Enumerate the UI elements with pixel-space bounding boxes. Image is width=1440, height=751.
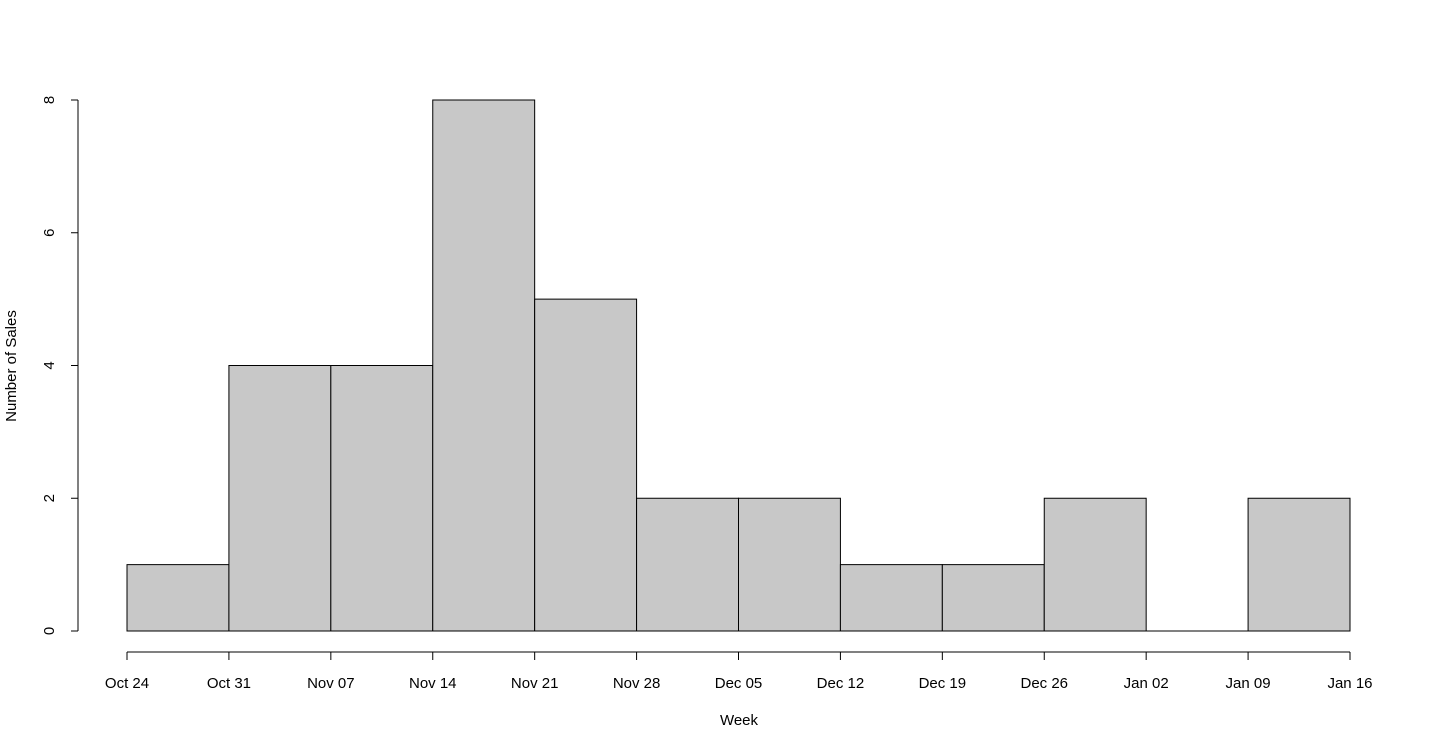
x-tick-label: Nov 28 (613, 675, 661, 692)
x-tick-label: Nov 07 (307, 675, 355, 692)
x-tick-label: Nov 21 (511, 675, 559, 692)
x-tick-label: Oct 24 (105, 675, 149, 692)
x-tick-label: Jan 16 (1327, 675, 1372, 692)
x-tick-label: Dec 12 (817, 675, 865, 692)
bar (1247, 497, 1351, 632)
x-tick-label: Dec 19 (919, 675, 967, 692)
bar (126, 564, 230, 632)
bar (839, 564, 943, 632)
y-tick-label: 4 (41, 361, 58, 369)
x-tick-label: Nov 14 (409, 675, 457, 692)
x-tick-label: Jan 09 (1226, 675, 1271, 692)
x-tick-label: Jan 02 (1124, 675, 1169, 692)
x-tick-label: Dec 26 (1020, 675, 1068, 692)
bar (228, 365, 332, 632)
y-tick-label: 6 (41, 229, 58, 237)
y-tick-label: 2 (41, 494, 58, 502)
bar (330, 365, 434, 632)
bar (738, 497, 841, 632)
y-axis-label: Number of Sales (3, 310, 20, 422)
x-tick-label: Oct 31 (207, 675, 251, 692)
bar (941, 564, 1045, 632)
bar (1043, 497, 1147, 632)
bar (432, 99, 536, 632)
x-axis-label: Week (720, 712, 759, 729)
bar (534, 298, 638, 632)
x-tick-label: Dec 05 (715, 675, 763, 692)
y-tick-label: 8 (41, 96, 58, 104)
bar (636, 497, 739, 632)
y-tick-label: 0 (41, 627, 58, 635)
